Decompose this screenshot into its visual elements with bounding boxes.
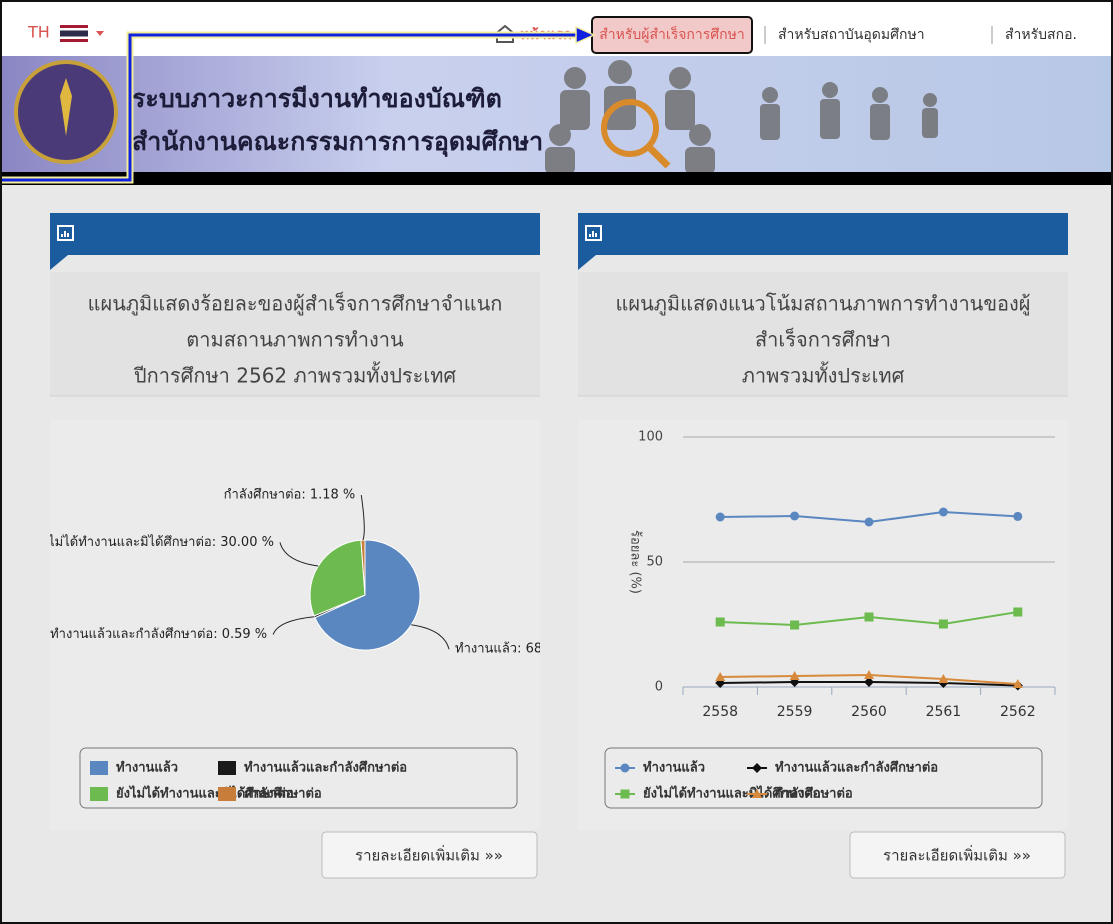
legend-swatch (90, 787, 108, 801)
chart-title: ปีการศึกษา 2562 ภาพรวมทั้งประเทศ (134, 362, 457, 388)
point (790, 512, 799, 521)
point (1013, 512, 1022, 521)
legend-swatch (218, 761, 236, 775)
point (790, 621, 799, 630)
point (939, 508, 948, 517)
nav-link[interactable]: สำหรับสถาบันอุดมศึกษา (778, 27, 925, 43)
legend-marker (621, 790, 630, 799)
y-axis-label: ร้อยละ (%) (628, 530, 643, 594)
button-label[interactable]: รายละเอียดเพิ่มเติม »» (355, 845, 503, 865)
chart-title: แผนภูมิแสดงร้อยละของผู้สำเร็จการศึกษาจำแ… (88, 291, 503, 317)
data-label: กำลังศึกษาต่อ: 1.18 % (224, 488, 356, 503)
y-tick-label: 100 (638, 430, 663, 445)
x-tick-label: 2559 (777, 704, 813, 720)
x-tick-label: 2561 (926, 704, 962, 720)
legend-label[interactable]: กำลังศึกษาต่อ (775, 786, 853, 802)
banner-title: ระบบภาวะการมีงานทำของบัณฑิต (132, 84, 502, 113)
banner-subtitle: สำนักงานคณะกรรมการการอุดมศึกษา (132, 127, 543, 158)
data-label: ทำงานแล้วและกำลังศึกษาต่อ: 0.59 % (50, 627, 267, 642)
button-label[interactable]: รายละเอียดเพิ่มเติม »» (883, 845, 1031, 865)
point (1013, 608, 1022, 617)
page: TH หน้าแรก สำหรับผู้สำเร็จการศึกษา สำหรั… (0, 0, 1113, 924)
x-tick-label: 2562 (1000, 704, 1036, 720)
legend-symbol (621, 764, 630, 773)
chart-title: สำเร็จการศึกษา (755, 327, 891, 352)
panel-header (50, 213, 540, 255)
legend-swatch (218, 787, 236, 801)
legend-label[interactable]: ทำงานแล้ว (116, 760, 178, 776)
data-label: ยังไม่ได้ทำงานและมิได้ศึกษาต่อ: 30.00 % (34, 534, 274, 550)
x-tick-label: 2560 (851, 704, 887, 720)
point (865, 518, 874, 527)
point (716, 513, 725, 522)
nav-link[interactable]: สำหรับสกอ. (1005, 27, 1077, 43)
point (716, 618, 725, 627)
x-tick-label: 2558 (702, 704, 738, 720)
y-tick-label: 50 (646, 555, 663, 570)
lang-label[interactable]: TH (27, 23, 50, 42)
legend-label[interactable]: ทำงานแล้วและกำลังศึกษาต่อ (775, 760, 938, 776)
legend-symbol (621, 790, 630, 799)
panel-header (578, 213, 1068, 255)
screen: TH หน้าแรก สำหรับผู้สำเร็จการศึกษา สำหรั… (0, 0, 1113, 924)
nav-link-active[interactable]: สำหรับผู้สำเร็จการศึกษา (599, 25, 744, 43)
legend-label[interactable]: ทำงานแล้ว (643, 760, 705, 776)
banner-bar (0, 172, 1113, 185)
point (865, 613, 874, 622)
panel: แผนภูมิแสดงแนวโน้มสถานภาพการทำงานของผู้ส… (578, 213, 1068, 878)
chart-title: ตามสถานภาพการทำงาน (186, 328, 404, 352)
point (939, 620, 948, 629)
legend-label[interactable]: ทำงานแล้วและกำลังศึกษาต่อ (244, 760, 407, 776)
chart-title: แผนภูมิแสดงแนวโน้มสถานภาพการทำงานของผู้ (615, 292, 1030, 317)
legend-marker (621, 764, 630, 773)
legend-label[interactable]: กำลังศึกษาต่อ (244, 786, 322, 802)
chart-title: ภาพรวมทั้งประเทศ (742, 362, 905, 388)
legend-swatch (90, 761, 108, 775)
y-tick-label: 0 (655, 680, 663, 695)
panel: แผนภูมิแสดงร้อยละของผู้สำเร็จการศึกษาจำแ… (34, 213, 579, 878)
